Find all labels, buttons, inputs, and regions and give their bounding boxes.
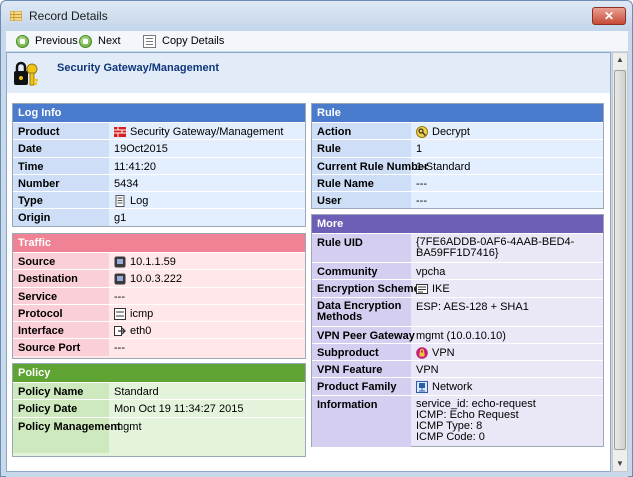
traffic-row-source-port: Source Port --- — [13, 338, 305, 356]
log-info-row-type: Type Log — [13, 191, 305, 209]
scroll-down-icon[interactable]: ▼ — [616, 459, 624, 468]
more-row-encryption-scheme: Encryption Scheme IKE — [312, 279, 603, 297]
policy-row-date: Policy Date Mon Oct 19 11:34:27 2015 — [13, 399, 305, 417]
decrypt-icon — [416, 126, 428, 138]
interface-icon — [114, 326, 126, 337]
more-row-product-family: Product Family Network — [312, 377, 603, 395]
rule-row-rule: Rule 1 — [312, 139, 603, 157]
previous-button[interactable]: Previous — [16, 33, 78, 49]
rule-panel: Rule Action Decrypt Rule 1 Current Rule … — [311, 103, 604, 209]
rule-row-name: Rule Name --- — [312, 173, 603, 192]
next-button[interactable]: Next — [79, 33, 121, 49]
traffic-row-service: Service --- — [13, 286, 305, 304]
icmp-icon — [114, 307, 126, 320]
log-info-row-date: Date 19Oct2015 — [13, 139, 305, 157]
more-row-information: Information service_id: echo-request ICM… — [312, 394, 603, 447]
traffic-panel: Traffic Source 10.1.1.59 Destination 10.… — [12, 233, 306, 359]
network-icon — [416, 381, 428, 394]
policy-row-management: Policy Management mgmt — [13, 416, 305, 453]
log-info-row-product: Product Security Gateway/Management — [13, 122, 305, 140]
copy-icon — [143, 34, 156, 48]
next-icon — [79, 34, 92, 48]
vpn-lock-icon — [416, 347, 428, 359]
more-row-vpn-peer-gateway: VPN Peer Gateway mgmt (10.0.10.10) — [312, 325, 603, 343]
host-icon — [114, 256, 126, 268]
close-icon: ✕ — [603, 9, 615, 23]
policy-panel: Policy Policy Name Standard Policy Date … — [12, 363, 306, 457]
ike-icon — [416, 284, 428, 295]
more-row-subproduct: Subproduct VPN — [312, 342, 603, 361]
log-info-row-origin: Origin g1 — [13, 208, 305, 226]
vertical-scrollbar[interactable]: ▲ ▼ — [612, 52, 628, 472]
traffic-row-protocol: Protocol icmp — [13, 303, 305, 322]
policy-header: Policy — [13, 364, 305, 382]
close-button[interactable]: ✕ — [592, 7, 626, 25]
more-row-vpn-feature: VPN Feature VPN — [312, 360, 603, 378]
traffic-row-source: Source 10.1.1.59 — [13, 252, 305, 270]
more-panel: More Rule UID {7FE6ADDB-0AF6-4AAB-BED4- B… — [311, 214, 604, 447]
copy-details-button[interactable]: Copy Details — [143, 33, 224, 49]
window-title: Record Details — [29, 9, 108, 23]
copy-details-label: Copy Details — [162, 35, 225, 47]
log-info-panel: Log Info Product Security Gateway/Manage… — [12, 103, 306, 227]
policy-row-name: Policy Name Standard — [13, 382, 305, 400]
page-title: Security Gateway/Management — [57, 62, 220, 74]
scroll-up-icon[interactable]: ▲ — [616, 55, 624, 64]
rule-row-action: Action Decrypt — [312, 122, 603, 140]
more-row-data-encryption: Data Encryption Methods ESP: AES-128 + SH… — [312, 296, 603, 326]
log-info-header: Log Info — [13, 104, 305, 122]
traffic-row-destination: Destination 10.0.3.222 — [13, 269, 305, 287]
record-header: Security Gateway/Management — [7, 53, 610, 93]
rule-row-current-number: Current Rule Number 1-Standard — [312, 156, 603, 174]
scrollbar-thumb[interactable] — [614, 70, 626, 450]
log-info-row-time: Time 11:41:20 — [13, 156, 305, 174]
log-info-row-number: Number 5434 — [13, 173, 305, 192]
previous-icon — [16, 34, 29, 48]
more-row-community: Community vpcha — [312, 262, 603, 280]
traffic-header: Traffic — [13, 234, 305, 252]
rule-header: Rule — [312, 104, 603, 122]
title-bar: Record Details ✕ — [1, 1, 632, 31]
rule-row-user: User --- — [312, 191, 603, 209]
traffic-row-interface: Interface eth0 — [13, 321, 305, 339]
window-bottom-edge — [6, 472, 628, 477]
host-icon — [114, 273, 126, 285]
firewall-icon — [114, 127, 126, 137]
grid-icon — [10, 11, 22, 21]
more-row-rule-uid: Rule UID {7FE6ADDB-0AF6-4AAB-BED4- BA59FF… — [312, 233, 603, 262]
more-header: More — [312, 215, 603, 233]
toolbar: Previous Next Copy Details — [6, 31, 628, 51]
next-label: Next — [98, 35, 121, 47]
log-icon — [115, 195, 125, 208]
key-lock-icon — [14, 61, 38, 86]
previous-label: Previous — [35, 35, 78, 47]
